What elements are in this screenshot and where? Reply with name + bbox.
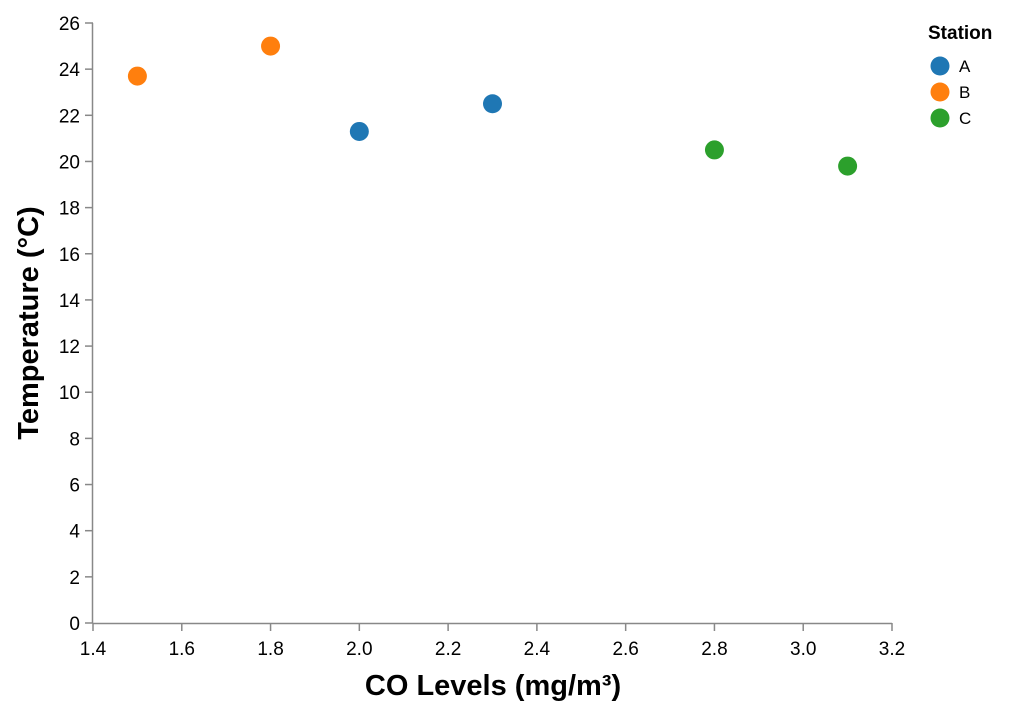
- x-tick-label: 1.6: [169, 639, 195, 660]
- y-tick-label: 6: [69, 476, 80, 497]
- y-tick-label: 14: [59, 291, 81, 312]
- data-point-c: [838, 156, 858, 176]
- y-tick-label: 16: [59, 245, 80, 266]
- data-points: [127, 36, 858, 176]
- x-tick-label: 2.4: [524, 639, 551, 660]
- y-tick-label: 26: [59, 14, 80, 35]
- x-axis: 1.4 1.6 1.8 2.0 2.2 2.4 2.6 2.8 3.0 3.2: [80, 622, 905, 660]
- legend-label-b: B: [959, 83, 970, 102]
- y-tick-label: 2: [69, 568, 80, 589]
- y-tick-label: 18: [59, 199, 80, 220]
- x-tick-label: 2.6: [612, 639, 638, 660]
- y-tick-label: 12: [59, 337, 80, 358]
- x-tick-label: 3.2: [879, 639, 905, 660]
- data-point-b: [127, 66, 147, 86]
- x-axis-title: CO Levels (mg/m³): [365, 670, 621, 702]
- legend-symbol-c: [930, 108, 950, 128]
- x-tick-label: 3.0: [790, 639, 816, 660]
- legend-symbol-a: [930, 56, 950, 76]
- legend-symbol-b: [930, 82, 950, 102]
- data-point-a: [349, 121, 369, 141]
- y-tick-label: 8: [69, 429, 80, 450]
- y-tick-label: 0: [69, 614, 80, 635]
- x-tick-label: 1.4: [80, 639, 107, 660]
- x-tick-label: 1.8: [257, 639, 283, 660]
- x-tick-label: 2.8: [701, 639, 727, 660]
- data-point-b: [261, 36, 281, 56]
- legend-title: Station: [928, 23, 992, 44]
- legend: Station ABC: [928, 23, 992, 128]
- y-axis-title: Temperature (°C): [13, 206, 45, 439]
- y-tick-label: 10: [59, 383, 80, 404]
- y-tick-label: 4: [69, 522, 80, 543]
- data-point-a: [483, 94, 502, 114]
- legend-label-c: C: [959, 109, 971, 128]
- y-tick-label: 22: [59, 106, 80, 127]
- legend-label-a: A: [959, 57, 971, 76]
- y-tick-label: 24: [59, 60, 81, 81]
- data-point-c: [704, 140, 724, 160]
- y-tick-label: 20: [59, 152, 80, 173]
- x-tick-label: 2.2: [435, 639, 461, 660]
- x-tick-label: 2.0: [346, 639, 372, 660]
